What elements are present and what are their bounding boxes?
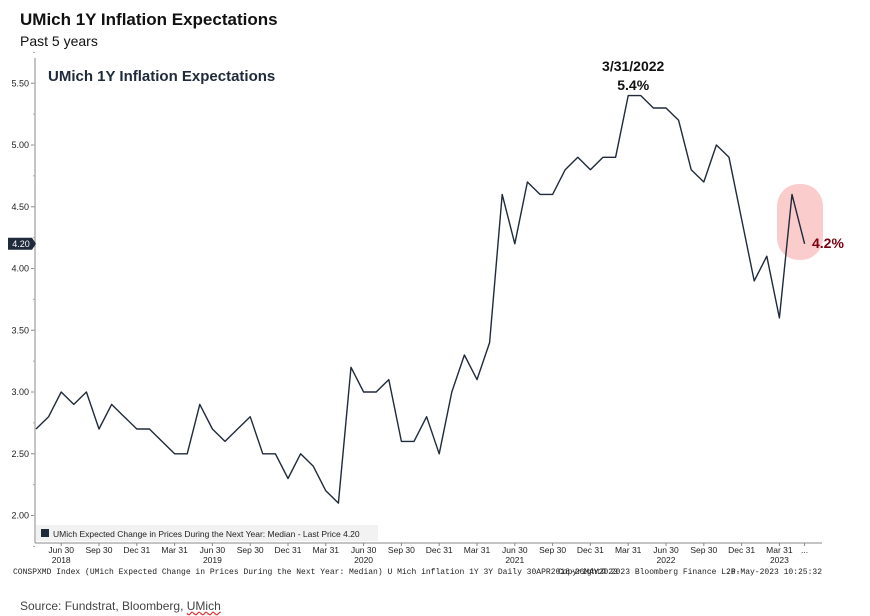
- peak-value-label: 5.4%: [617, 77, 649, 93]
- x-tick-label: Sep 30: [539, 545, 566, 555]
- y-tick-label: 3.00: [11, 387, 29, 397]
- x-tick-label: Dec 31: [577, 545, 604, 555]
- x-tick-label: Mar 31: [615, 545, 642, 555]
- last-price-marker: [8, 237, 36, 250]
- source-last: UMich: [186, 599, 221, 613]
- source-prefix: Source: Fundstrat, Bloomberg,: [20, 599, 187, 613]
- x-tick-label: Dec 31: [728, 545, 755, 555]
- y-tick-label: 4.00: [11, 264, 29, 274]
- peak-date-label: 3/31/2022: [602, 58, 664, 74]
- y-tick-label: 5.00: [11, 140, 29, 150]
- x-year-label: 2022: [657, 555, 676, 565]
- latest-value-label: 4.2%: [812, 235, 844, 251]
- x-tick-label: Jun 30: [200, 545, 226, 555]
- x-tick-label: Dec 31: [123, 545, 150, 555]
- x-tick-label: Jun 30: [653, 545, 679, 555]
- x-tick-label: Mar 31: [464, 545, 491, 555]
- x-year-label: 2018: [52, 555, 71, 565]
- meta-copyright: Copyright© 2023 Bloomberg Finance L.P.: [558, 568, 740, 577]
- x-tick-label: Mar 31: [161, 545, 188, 555]
- x-year-label: 2019: [203, 555, 222, 565]
- page-title: UMich 1Y Inflation Expectations: [20, 10, 278, 29]
- x-tick-label: Jun 30: [48, 545, 74, 555]
- x-tick-label: Mar 31: [766, 545, 793, 555]
- meta-timestamp: 26-May-2023 10:25:32: [726, 568, 822, 577]
- page-subtitle: Past 5 years: [20, 33, 98, 49]
- x-tick-label: Sep 30: [237, 545, 264, 555]
- legend-box: [36, 525, 378, 541]
- x-tick-label: ...: [801, 545, 808, 555]
- y-tick-label: 4.50: [11, 202, 29, 212]
- chart-title: UMich 1Y Inflation Expectations: [48, 68, 275, 85]
- y-tick-label: 2.00: [11, 511, 29, 521]
- x-year-label: 2023: [770, 555, 789, 565]
- x-year-label: 2021: [505, 555, 524, 565]
- y-tick-label: 3.50: [11, 325, 29, 335]
- y-tick-label: 5.50: [11, 78, 29, 88]
- x-tick-label: Jun 30: [502, 545, 528, 555]
- last-price-label: 4.20: [12, 239, 30, 249]
- x-tick-label: Dec 31: [275, 545, 302, 555]
- legend-swatch: [41, 529, 49, 537]
- series-line: [35, 94, 806, 504]
- x-tick-label: Sep 30: [690, 545, 717, 555]
- x-year-label: 2020: [354, 555, 373, 565]
- x-tick-label: Mar 31: [313, 545, 340, 555]
- x-tick-label: Dec 31: [426, 545, 453, 555]
- source-note: Source: Fundstrat, Bloomberg, UMich: [20, 599, 221, 613]
- meta-index-text: CONSPXMD Index (UMich Expected Change in…: [13, 568, 618, 577]
- x-tick-label: Jun 30: [351, 545, 377, 555]
- x-tick-label: Sep 30: [86, 545, 113, 555]
- y-tick-label: 2.50: [11, 449, 29, 459]
- legend-label: UMich Expected Change in Prices During t…: [53, 529, 360, 539]
- x-tick-label: Sep 30: [388, 545, 415, 555]
- latest-highlight: [777, 184, 823, 260]
